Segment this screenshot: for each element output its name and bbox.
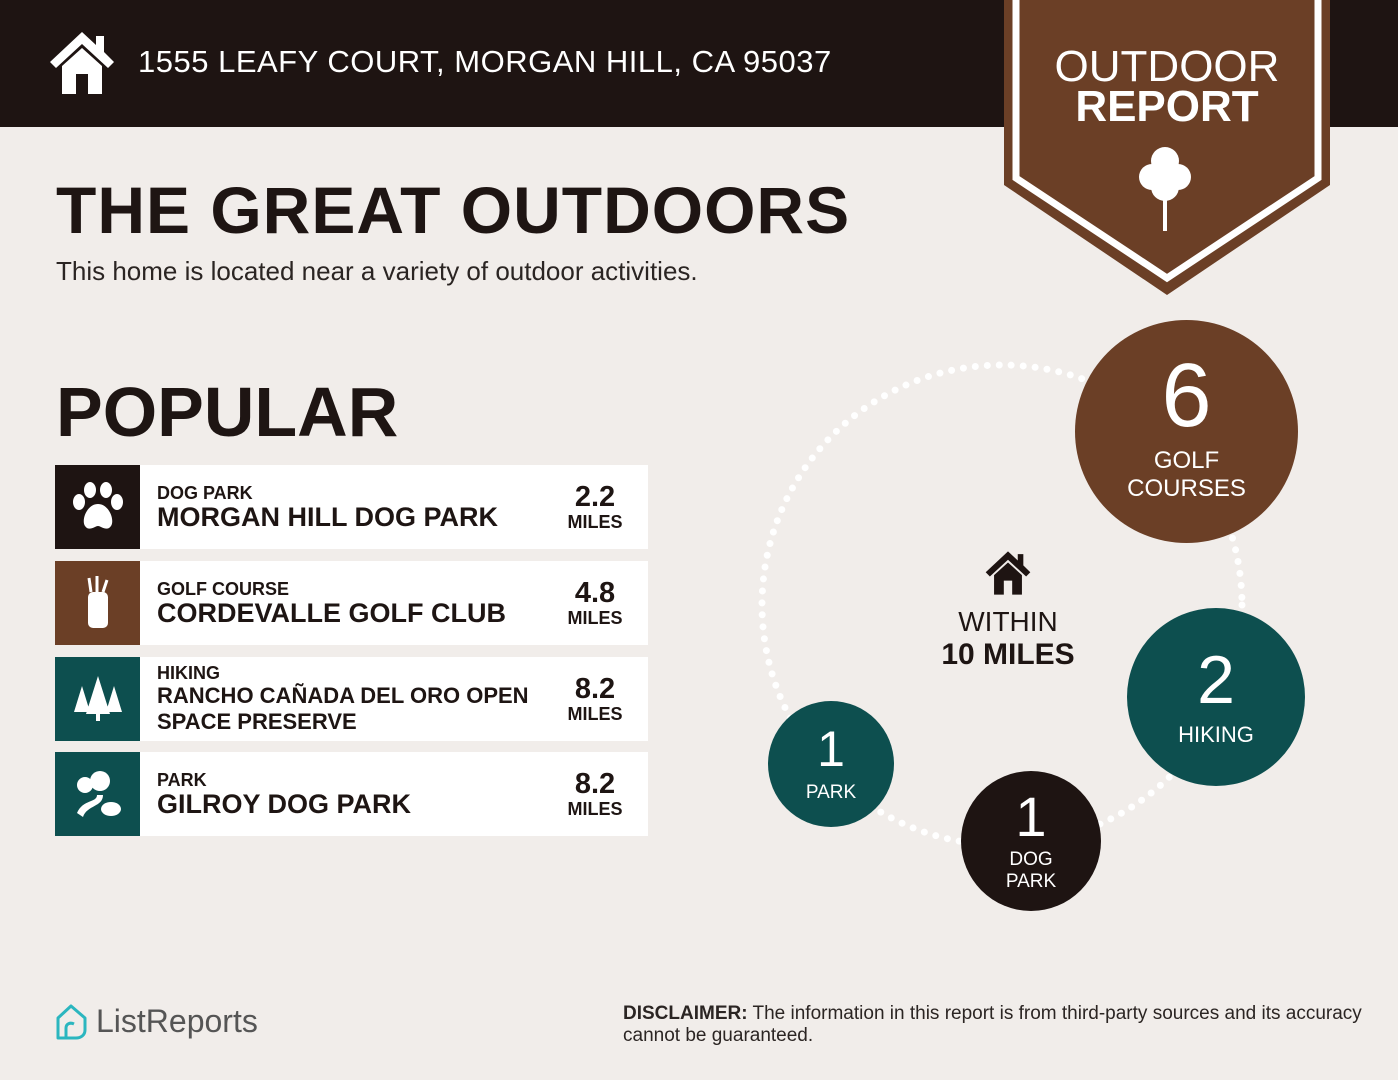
list-item: HIKING RANCHO CAÑADA DEL ORO OPEN SPACE P… xyxy=(55,657,648,741)
address: 1555 LEAFY COURT, MORGAN HILL, CA 95037 xyxy=(138,44,832,79)
item-unit: MILES xyxy=(567,607,623,628)
badge-line2: REPORT xyxy=(1075,82,1259,131)
pine-trees-icon xyxy=(55,657,140,741)
listreports-logo-icon xyxy=(56,1004,87,1039)
count-value: 6 xyxy=(1161,345,1212,446)
logo-text: ListReports xyxy=(96,1003,258,1039)
listreports-logo: ListReports xyxy=(54,1003,258,1040)
item-category: GOLF COURSE xyxy=(157,579,290,599)
count-label: HIKING xyxy=(1178,722,1254,748)
disclaimer-text: The information in this report is from t… xyxy=(623,1003,1362,1046)
golf-bag-icon xyxy=(55,561,140,645)
item-category: DOG PARK xyxy=(157,483,253,503)
golf-count-bubble: 6 GOLF COURSES xyxy=(1075,320,1298,543)
item-category: PARK xyxy=(157,770,207,790)
page-subtitle: This home is located near a variety of o… xyxy=(56,256,698,286)
house-icon xyxy=(985,551,1031,595)
item-distance: 8.2 xyxy=(574,672,616,705)
item-unit: MILES xyxy=(567,703,623,724)
dotted-ring xyxy=(758,361,1246,849)
count-label: DOG PARK xyxy=(1005,849,1057,892)
within-distance: 10 MILES xyxy=(941,638,1075,671)
count-label: PARK xyxy=(805,782,857,804)
item-category: HIKING xyxy=(157,663,220,683)
park-count-bubble: 1 PARK xyxy=(768,701,894,827)
dog-park-count-bubble: 1 DOG PARK xyxy=(961,771,1101,911)
item-name: GILROY DOG PARK xyxy=(157,789,412,819)
page-title: THE GREAT OUTDOORS xyxy=(56,173,851,247)
list-item: PARK GILROY DOG PARK 8.2 MILES xyxy=(55,752,648,836)
item-distance: 2.2 xyxy=(574,480,616,513)
badge-line1: OUTDOOR xyxy=(1054,42,1280,91)
item-distance: 8.2 xyxy=(574,767,616,800)
hiking-count-bubble: 2 HIKING xyxy=(1127,608,1305,786)
count-label: GOLF COURSES xyxy=(1127,446,1246,502)
count-value: 2 xyxy=(1197,642,1235,719)
list-item: GOLF COURSE CORDEVALLE GOLF CLUB 4.8 MILES xyxy=(55,561,648,645)
disclaimer-label: DISCLAIMER: xyxy=(623,1003,748,1024)
paw-icon xyxy=(55,465,140,549)
item-name: CORDEVALLE GOLF CLUB xyxy=(157,598,506,628)
disclaimer: DISCLAIMER: The information in this repo… xyxy=(623,1003,1363,1047)
item-unit: MILES xyxy=(567,511,623,532)
popular-heading: POPULAR xyxy=(56,373,399,451)
item-distance: 4.8 xyxy=(574,576,616,609)
list-item: DOG PARK MORGAN HILL DOG PARK 2.2 MILES xyxy=(55,465,648,549)
item-unit: MILES xyxy=(567,798,623,819)
item-name: MORGAN HILL DOG PARK xyxy=(157,502,498,532)
item-name: RANCHO CAÑADA DEL ORO OPEN SPACE PRESERV… xyxy=(157,683,529,734)
house-icon xyxy=(50,32,114,94)
count-value: 1 xyxy=(1015,785,1047,849)
count-value: 1 xyxy=(817,721,845,778)
park-trees-icon xyxy=(55,752,140,836)
within-label: WITHIN xyxy=(958,606,1058,637)
tree-icon xyxy=(1139,147,1191,231)
